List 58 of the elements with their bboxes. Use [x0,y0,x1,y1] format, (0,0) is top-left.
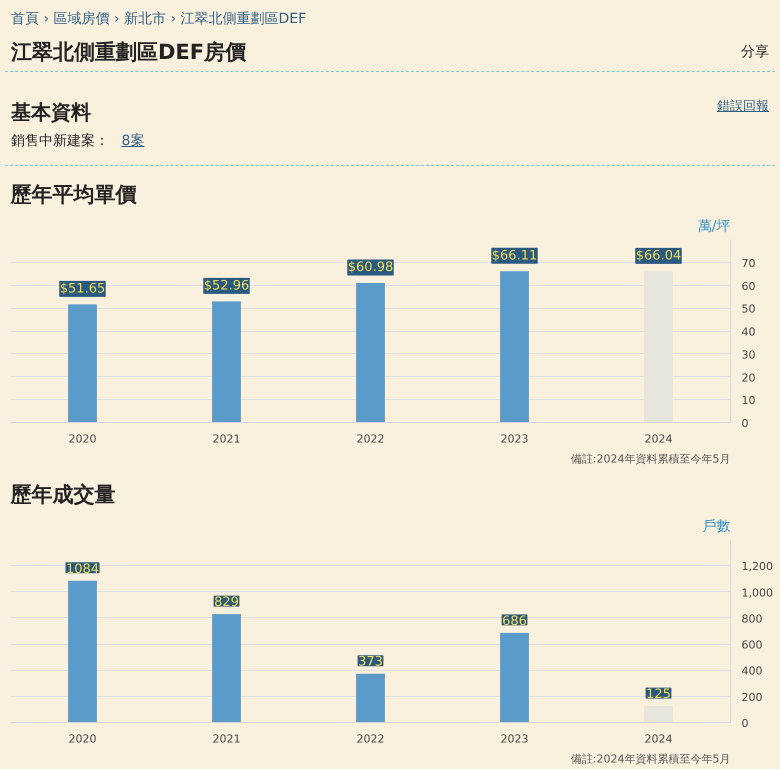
text: 銷售中新建案： [11,132,109,149]
bar [356,674,385,722]
y-tick-label: 600 [742,638,762,652]
bar [68,304,97,422]
x-tick-label: 2023 [500,432,529,446]
data-label: $51.65 [60,281,106,296]
y-tick-label: 70 [742,256,756,270]
y-tick-label: 20 [742,371,756,384]
y-tick-label: 40 [742,326,756,338]
text: 首頁 › 區域房價 › 新北市 › 江翠北側重劃區DEF [10,10,308,29]
data-label: 829 [214,595,239,610]
text: 分享 [741,43,769,62]
data-label: $66.04 [636,248,682,264]
data-label: $52.96 [204,278,250,294]
text: 江翠北側重劃區DEF房價 [11,39,246,66]
y-tick-label: 200 [742,690,762,704]
y-tick-label: 1,200 [742,560,773,574]
data-label: $60.98 [348,260,394,276]
bar [212,301,241,422]
bar [68,580,97,722]
y-tick-label: 1,000 [742,586,773,600]
bar [212,614,241,722]
y-tick-label: 800 [742,612,762,626]
bar [500,632,529,722]
x-tick-label: 2023 [500,732,529,746]
chart-title: 歷年成交量 [10,482,116,506]
x-tick-label: 2020 [68,432,97,446]
y-tick-label: 30 [742,348,756,362]
text: 8案 [121,132,144,149]
x-tick-label: 2021 [212,432,241,446]
x-tick-label: 2020 [68,732,97,746]
text: 備註:2024年資料累積至今年5月 [570,452,731,466]
data-label: 373 [358,654,383,670]
y-axis-title: 戶數 [702,518,730,534]
y-tick-label: 0 [742,717,748,730]
y-tick-label: 0 [742,417,748,430]
text: 備註:2024年資料累積至今年5月 [570,752,731,766]
y-tick-label: 60 [742,280,756,293]
data-label: 125 [646,687,671,702]
x-tick-label: 2024 [644,732,673,746]
y-tick-label: 10 [742,394,756,408]
bar [644,706,673,722]
data-label: $66.11 [492,248,538,264]
bar [356,283,385,422]
data-label: 1084 [66,562,100,577]
bar [644,271,673,422]
x-tick-label: 2022 [356,432,385,446]
x-tick-label: 2024 [644,432,673,446]
x-tick-label: 2021 [212,732,241,746]
x-tick-label: 2022 [356,732,385,746]
data-label: 686 [502,614,527,629]
y-tick-label: 50 [742,302,756,316]
y-axis-title: 萬/坪 [698,218,730,234]
bar [500,271,529,422]
y-tick-label: 400 [742,664,762,678]
chart-title: 歷年平均單價 [10,182,138,206]
text: 基本資料 [11,99,91,126]
text: 錯誤回報 [717,98,769,116]
